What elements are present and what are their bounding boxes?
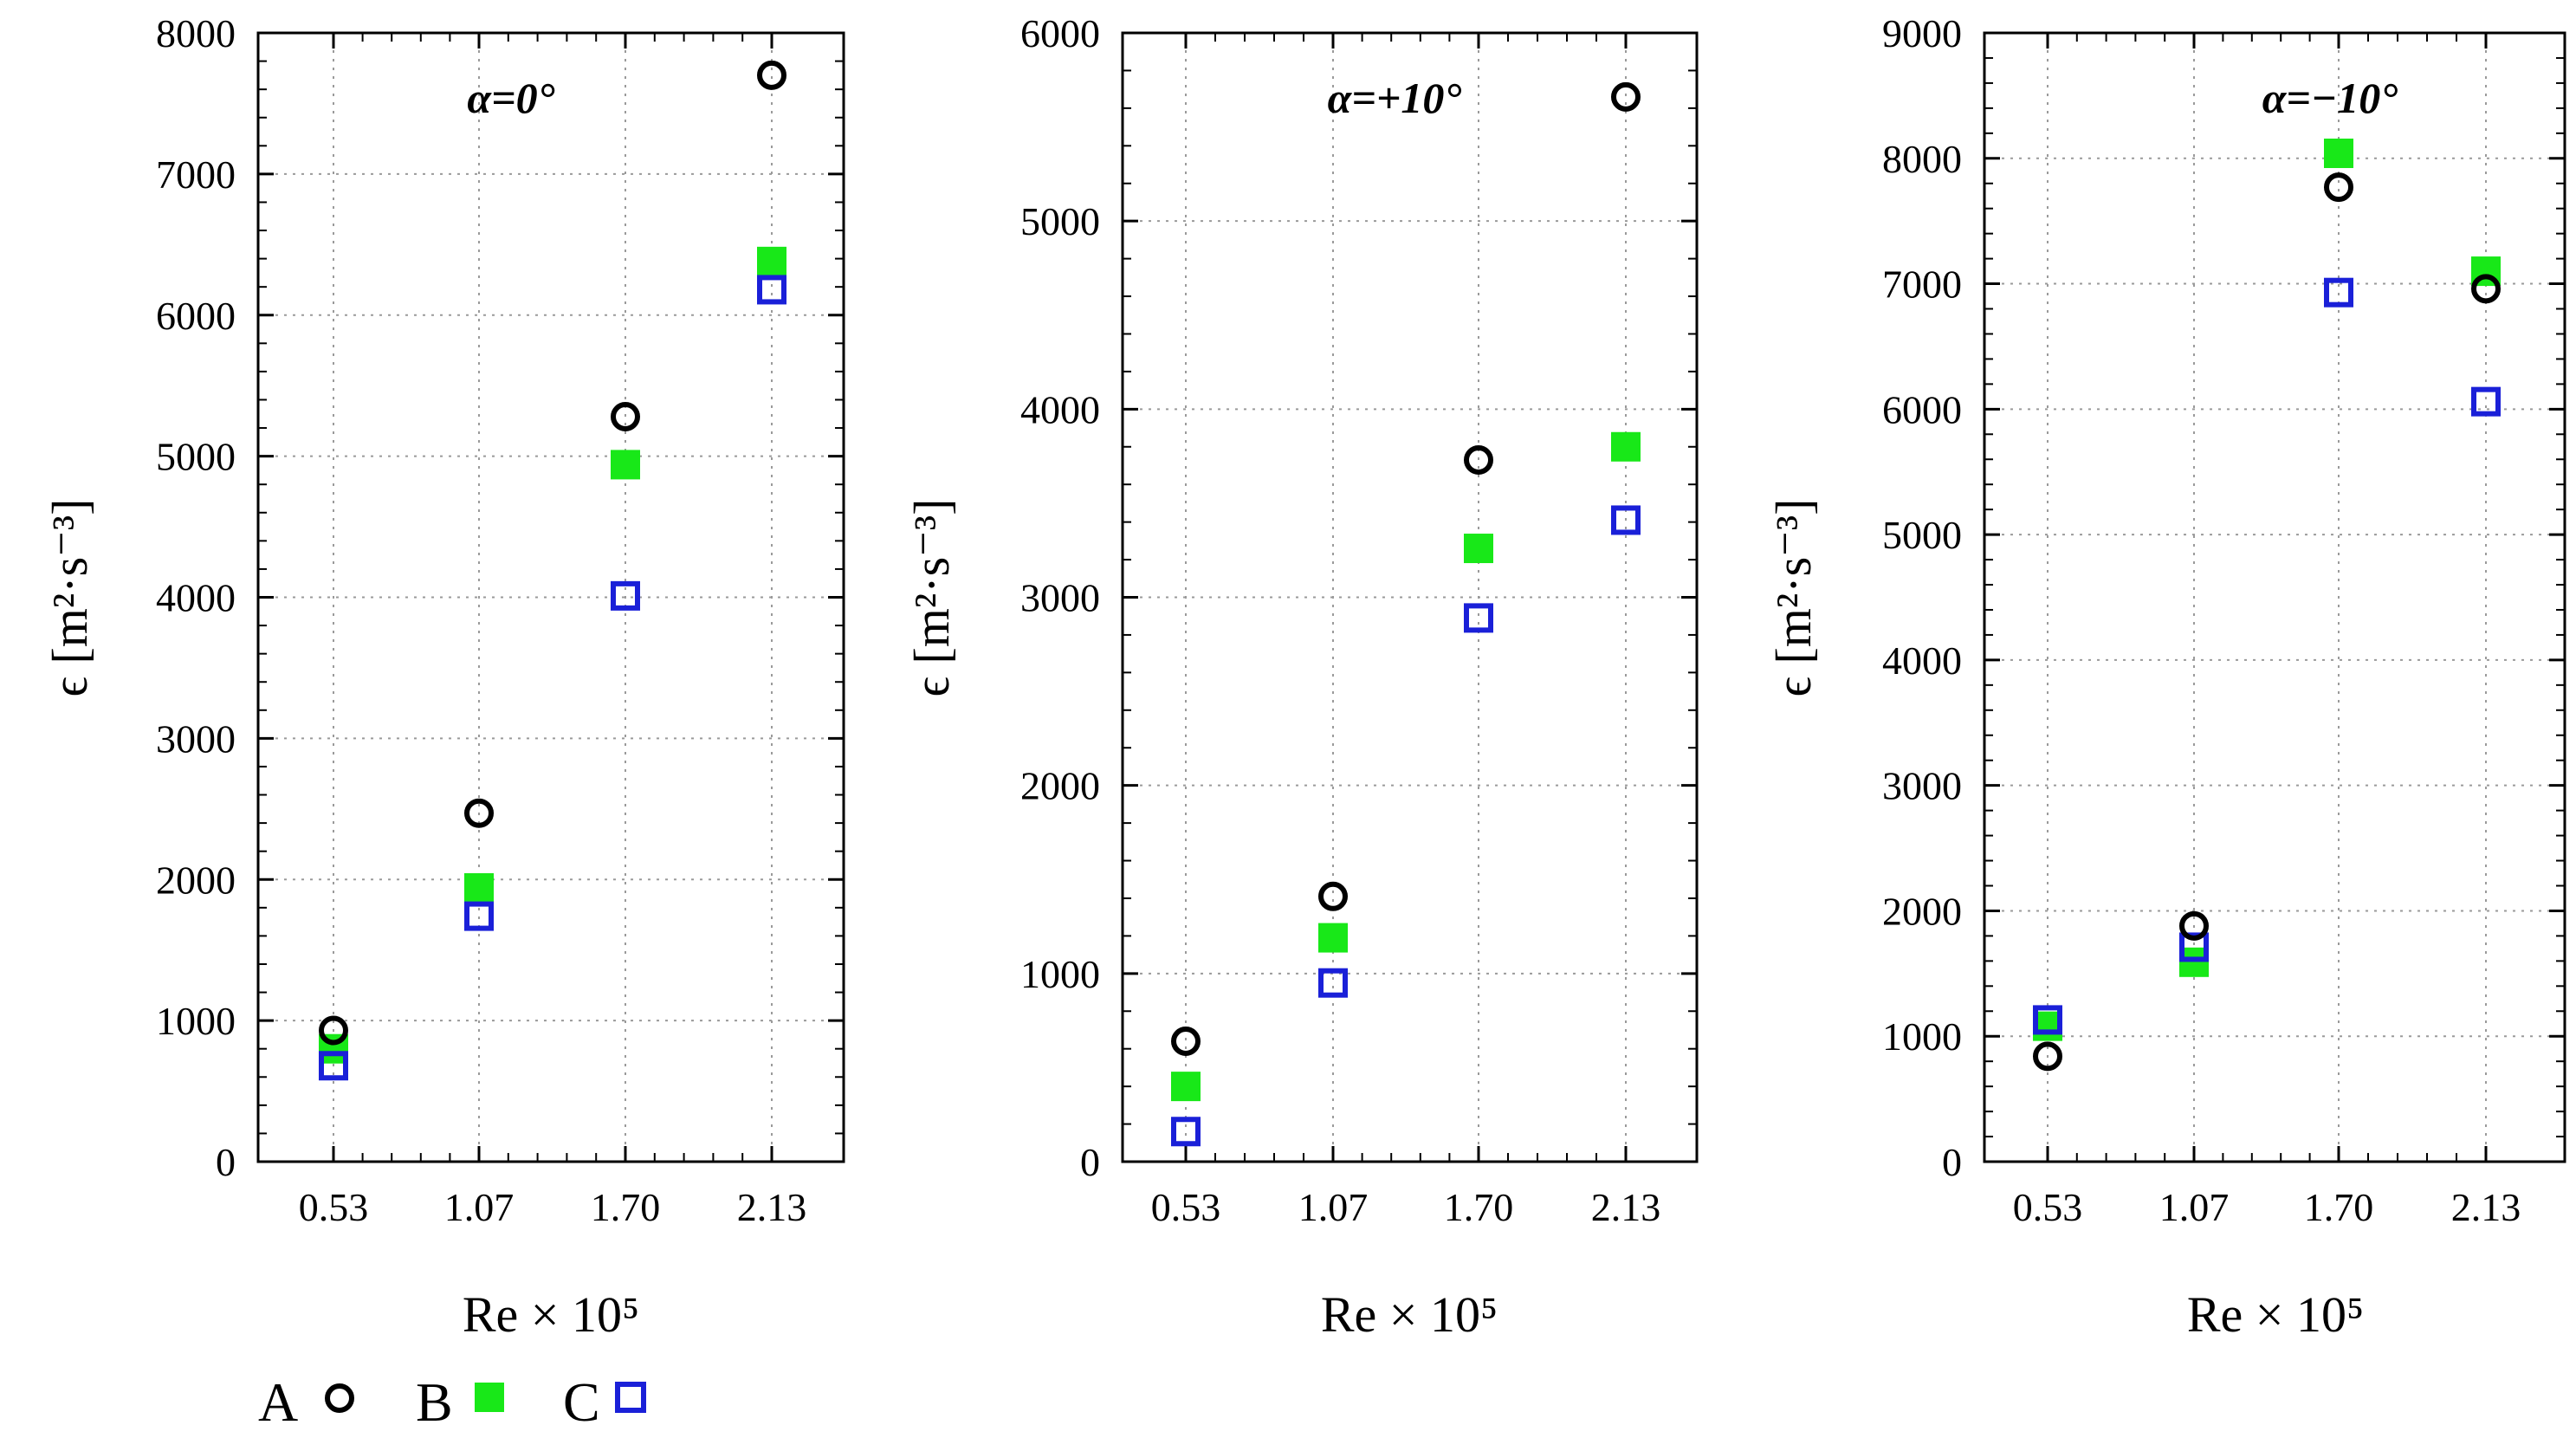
y-tick-label: 7000	[1882, 262, 1962, 307]
x-tick-label: 2.13	[737, 1185, 807, 1229]
x-tick-label: 1.70	[591, 1185, 661, 1229]
point-B-2.13	[757, 246, 786, 276]
point-B-1.70	[1464, 534, 1493, 564]
point-A-1.07	[464, 798, 494, 828]
point-A-2.13	[1611, 81, 1641, 112]
legend-marker-a	[325, 1383, 354, 1413]
y-tick-label: 2000	[1882, 889, 1962, 933]
y-axis-label: ϵ [m²·s⁻³]	[903, 499, 960, 697]
panel-title: α=+10°	[1328, 74, 1462, 122]
point-B-2.13	[1611, 431, 1641, 462]
y-tick-label: 5000	[1882, 513, 1962, 557]
x-tick-label: 0.53	[299, 1185, 369, 1229]
point-C-1.70	[2324, 277, 2353, 308]
y-tick-label: 0	[216, 1140, 236, 1184]
x-tick-label: 2.13	[1591, 1185, 1661, 1229]
point-A-0.53	[1171, 1027, 1201, 1057]
point-A-1.70	[1464, 444, 1493, 475]
x-tick-label: 1.07	[1298, 1185, 1369, 1229]
point-C-1.07	[464, 901, 494, 931]
point-C-0.53	[319, 1051, 348, 1081]
point-B-1.70	[611, 450, 640, 480]
y-tick-label: 1000	[156, 999, 236, 1043]
panel-alpha-plus-10: 0 1000 2000 3000 4000 5000 6000 0.53 1.07 1.70 2.…	[903, 11, 1699, 1343]
x-tick-label: 2.13	[2451, 1185, 2521, 1229]
x-tick-label: 1.07	[444, 1185, 515, 1229]
point-A-2.13	[757, 60, 786, 90]
panel-alpha-minus-10: 0 1000 2000 3000 4000 5000 6000 7000 8000 9000 0.…	[1765, 11, 2566, 1343]
y-tick-label: 8000	[156, 11, 236, 55]
y-tick-label: 2000	[156, 858, 236, 902]
y-tick-label: 4000	[1882, 638, 1962, 683]
legend: A B C	[258, 1371, 646, 1433]
y-tick-label: 7000	[156, 152, 236, 197]
panel-title: α=0°	[467, 74, 554, 122]
x-axis-label: Re × 10⁵	[2187, 1286, 2364, 1343]
point-A-1.70	[2324, 172, 2353, 203]
point-C-1.70	[1464, 603, 1493, 633]
point-C-1.70	[611, 580, 640, 611]
legend-label-c: C	[563, 1371, 600, 1433]
point-C-1.07	[1318, 968, 1348, 998]
y-tick-label: 4000	[1020, 387, 1100, 431]
plot-frame	[1983, 31, 2566, 1163]
y-axis-label: ϵ [m²·s⁻³]	[42, 499, 98, 697]
y-tick-label: 5000	[156, 435, 236, 479]
y-axis-label: ϵ [m²·s⁻³]	[1765, 499, 1822, 697]
y-tick-label: 6000	[1882, 387, 1962, 431]
y-tick-label: 1000	[1020, 952, 1100, 996]
x-tick-label: 0.53	[2013, 1185, 2083, 1229]
legend-label-b: B	[416, 1371, 453, 1433]
y-tick-label: 5000	[1020, 199, 1100, 243]
point-A-0.53	[2033, 1041, 2062, 1072]
y-tick-label: 3000	[1020, 576, 1100, 620]
point-A-1.70	[611, 402, 640, 432]
point-C-0.53	[2033, 1005, 2062, 1035]
point-A-1.07	[2179, 910, 2209, 941]
y-tick-label: 0	[1942, 1140, 1962, 1184]
point-A-1.07	[1318, 881, 1348, 911]
x-tick-label: 1.70	[2304, 1185, 2374, 1229]
y-tick-label: 0	[1080, 1140, 1100, 1184]
point-C-2.13	[2471, 386, 2501, 417]
y-tick-label: 6000	[156, 294, 236, 338]
y-tick-label: 9000	[1882, 11, 1962, 55]
x-tick-label: 1.70	[1444, 1185, 1514, 1229]
y-tick-label: 4000	[156, 576, 236, 620]
legend-label-a: A	[258, 1371, 298, 1433]
x-axis-label: Re × 10⁵	[1321, 1286, 1498, 1343]
y-tick-label: 1000	[1882, 1014, 1962, 1059]
y-tick-label: 2000	[1020, 764, 1100, 808]
y-tick-label: 8000	[1882, 137, 1962, 181]
point-B-1.07	[464, 873, 494, 904]
point-C-0.53	[1171, 1117, 1201, 1147]
x-tick-label: 1.07	[2159, 1185, 2230, 1229]
point-B-1.07	[1318, 923, 1348, 953]
legend-marker-c	[615, 1382, 646, 1413]
point-C-1.07	[2179, 932, 2209, 962]
panel-title: α=−10°	[2262, 74, 2398, 122]
y-tick-label: 3000	[1882, 764, 1962, 808]
point-B-1.70	[2324, 138, 2353, 168]
point-A-2.13	[2471, 274, 2501, 304]
x-tick-label: 0.53	[1151, 1185, 1221, 1229]
legend-marker-b	[475, 1383, 504, 1412]
point-C-2.13	[1611, 505, 1641, 535]
point-C-2.13	[757, 275, 786, 305]
y-tick-label: 6000	[1020, 11, 1100, 55]
point-B-0.53	[1171, 1072, 1201, 1102]
panel-alpha-0: 0 1000 2000 3000 4000 5000 6000 7000 8000 0.53 1.…	[42, 11, 845, 1343]
point-A-0.53	[319, 1015, 348, 1046]
x-axis-label: Re × 10⁵	[463, 1286, 639, 1343]
y-tick-label: 3000	[156, 716, 236, 761]
